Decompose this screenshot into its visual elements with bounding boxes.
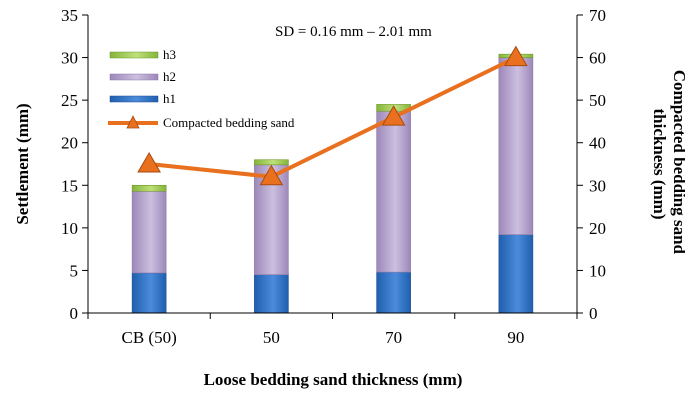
- axes: 0 5 10 15 20 25 30 35 0 10 20 30 40 50 60 70 CB (50) 50 70…: [61, 6, 606, 347]
- bars: [131, 53, 534, 314]
- marker-compacted-2: [381, 105, 406, 126]
- bar-h2-3: [498, 57, 534, 235]
- plot-background: [88, 15, 577, 313]
- legend-label-h2: h2: [163, 69, 176, 84]
- plot-area: [88, 15, 577, 313]
- marker-compacted-0: [137, 152, 161, 173]
- y2-tick-label-20: 20: [589, 219, 606, 238]
- bar-h2-0: [131, 190, 167, 274]
- bar-h1-1: [254, 274, 289, 314]
- y2-axis-title-line-1: Compacted bedding sand: [670, 70, 685, 255]
- y2-tick-label-60: 60: [589, 49, 606, 68]
- y-tick-label-0: 0: [70, 304, 79, 323]
- legend: h3 h2 h1 Compacted bedding sand: [108, 47, 295, 130]
- legend-label-compacted: Compacted bedding sand: [163, 115, 295, 130]
- bar-h2-2: [376, 110, 411, 273]
- y2-tick-label-50: 50: [589, 91, 606, 110]
- line-compacted-bedding-sand: [148, 55, 517, 179]
- x-tick-label-3: 90: [507, 328, 524, 347]
- legend-swatch-h1: [109, 95, 159, 103]
- y-tick-label-15: 15: [61, 176, 78, 195]
- legend-swatch-h3: [109, 51, 159, 59]
- y2-tick-label-0: 0: [589, 304, 598, 323]
- sd-annotation: SD = 0.16 mm – 2.01 mm: [275, 24, 432, 40]
- y2-axis-title-line-2: thickness (mm): [650, 109, 669, 220]
- y-axis-title: Settlement (mm): [13, 103, 32, 224]
- y2-axis-title: Compacted bedding sand thickness (mm): [650, 70, 685, 258]
- x-tick-label-0: CB (50): [122, 328, 177, 347]
- bar-h1-3: [498, 234, 534, 314]
- legend-label-h1: h1: [163, 91, 176, 106]
- y-tick-label-25: 25: [61, 91, 78, 110]
- legend-label-h3: h3: [163, 47, 176, 62]
- y2-tick-label-10: 10: [589, 261, 606, 280]
- marker-compacted-3: [504, 45, 528, 67]
- bar-h1-0: [131, 272, 167, 314]
- bar-h3-1: [254, 159, 289, 166]
- y-tick-label-20: 20: [61, 134, 78, 153]
- y-tick-label-35: 35: [61, 6, 78, 25]
- y-tick-label-5: 5: [70, 261, 79, 280]
- y-tick-label-30: 30: [61, 49, 78, 68]
- marker-compacted-1: [259, 164, 284, 186]
- y2-tick-label-30: 30: [589, 176, 606, 195]
- x-tick-label-2: 70: [385, 328, 402, 347]
- y2-tick-label-70: 70: [589, 6, 606, 25]
- y-tick-label-10: 10: [61, 219, 78, 238]
- line-layer: [137, 45, 528, 186]
- legend-marker-compacted: [126, 115, 140, 129]
- legend-swatch-h2: [109, 73, 159, 81]
- bar-h3-0: [131, 184, 167, 192]
- y2-tick-label-40: 40: [589, 134, 606, 153]
- x-tick-label-1: 50: [263, 328, 280, 347]
- x-axis-title: Loose bedding sand thickness (mm): [204, 370, 463, 389]
- bar-h1-2: [376, 271, 411, 314]
